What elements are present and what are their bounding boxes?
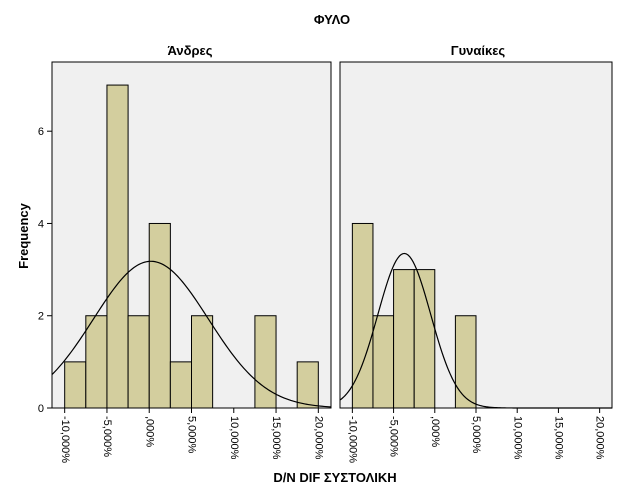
histogram-bar <box>148 222 171 409</box>
histogram-bar <box>106 84 129 409</box>
histogram-bar <box>393 269 415 409</box>
panel-title-men: Άνδρες <box>168 43 213 58</box>
x-tick-label: 5,000% <box>470 416 482 454</box>
panel-men: -10,000% -5,000% ,000% 5,000% 10,000% 15,000%… <box>51 61 332 463</box>
histogram-bar <box>127 315 150 409</box>
normal-curve <box>339 252 612 409</box>
y-tick-label: 4 <box>38 218 44 230</box>
histogram-bar <box>454 315 477 409</box>
y-tick-label: 0 <box>38 403 44 415</box>
x-tick-label: 10,000% <box>511 416 523 460</box>
x-tick-label: 20,000% <box>594 416 606 460</box>
histogram-bar <box>169 361 192 409</box>
x-tick-label: ,000% <box>143 416 155 447</box>
chart-title: ΦΥΛΟ <box>314 12 350 27</box>
x-tick-label: -10,000% <box>346 416 358 463</box>
histogram-bar <box>372 315 395 409</box>
y-axis-label: Frequency <box>16 202 31 269</box>
x-tick-label: -5,000% <box>388 416 400 457</box>
histogram-bar <box>254 315 277 409</box>
x-tick-label: 15,000% <box>270 416 282 460</box>
histogram-bar <box>413 269 436 409</box>
panel-title-women: Γυναίκες <box>451 43 506 58</box>
x-tick-label: 15,000% <box>553 416 565 460</box>
histogram-bar <box>191 315 214 409</box>
x-tick-label: 20,000% <box>312 416 324 460</box>
x-axis-label: D/N DIF ΣΥΣΤΟΛΙΚΗ <box>273 470 396 485</box>
x-tick-label: 10,000% <box>228 416 240 460</box>
histogram-bar <box>296 361 319 409</box>
x-tick-label: ,000% <box>429 416 441 447</box>
x-tick-label: 5,000% <box>186 416 198 454</box>
histogram-bar <box>85 315 108 409</box>
normal-curve <box>51 260 332 408</box>
histogram-bar <box>64 361 87 409</box>
y-tick-label: 6 <box>38 126 44 138</box>
panel-women: -10,000% -5,000% ,000% 5,000% 10,000% 15,000%… <box>339 61 613 463</box>
y-tick-label: 2 <box>38 311 44 323</box>
y-axis: 0 2 4 6 <box>38 126 52 415</box>
x-tick-label: -10,000% <box>59 416 71 463</box>
x-tick-label: -5,000% <box>101 416 113 457</box>
